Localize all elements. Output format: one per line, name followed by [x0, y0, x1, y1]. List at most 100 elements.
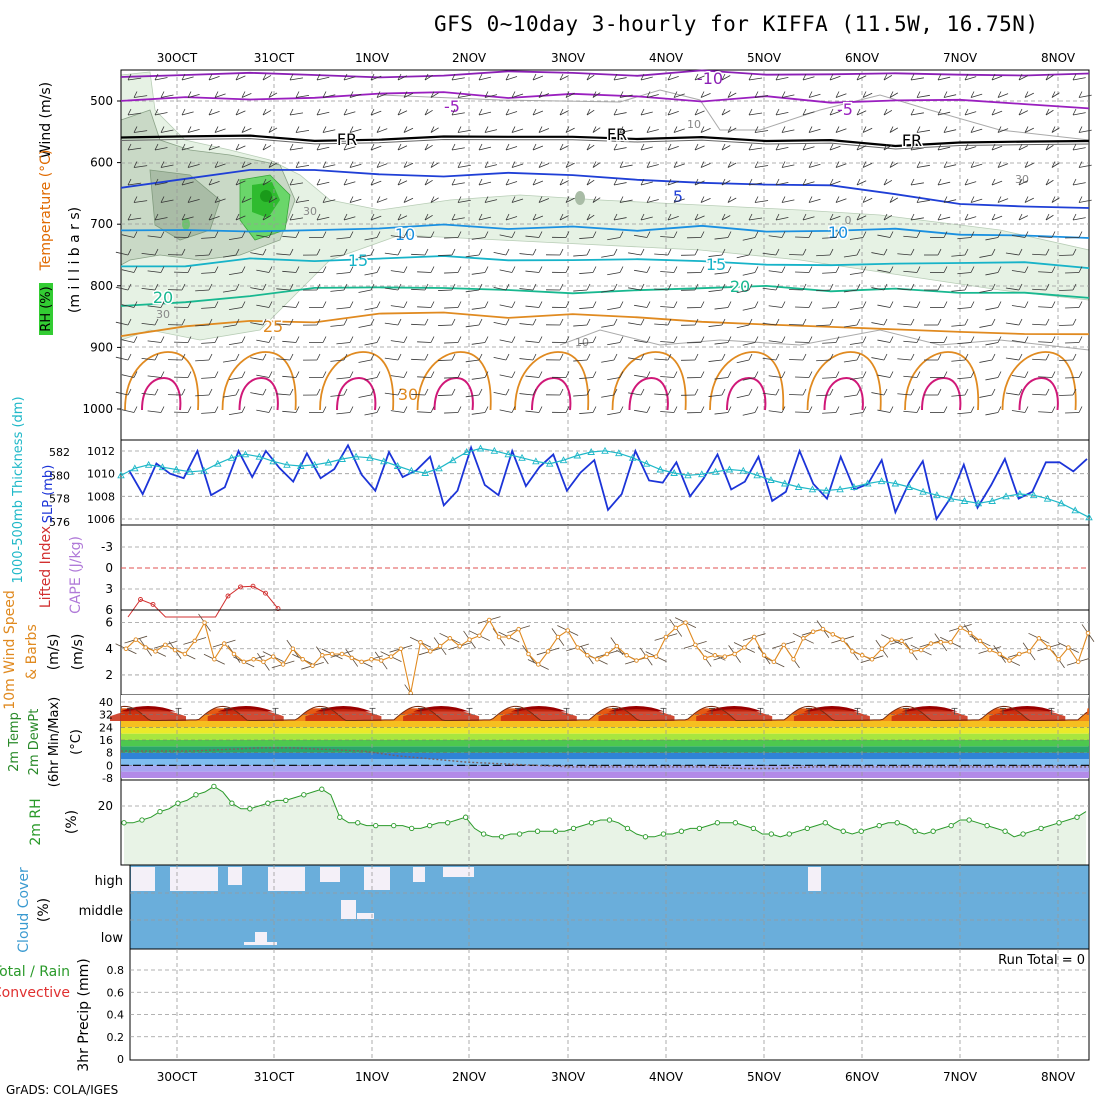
wind-barb [748, 77, 763, 81]
wind-barb-flag [673, 336, 678, 343]
wind-barb-flag [586, 318, 591, 326]
rh2m-marker [1074, 814, 1080, 820]
wind-barb-flag [160, 196, 165, 203]
wind-barb-flag [370, 283, 375, 291]
wind-barb [160, 199, 174, 203]
wind10m-marker [192, 638, 197, 644]
wind-barb [154, 112, 168, 116]
wind-barb [862, 92, 873, 98]
wind-barb-flag [727, 196, 732, 203]
wind-barb [411, 288, 426, 291]
thickness-marker [490, 446, 499, 454]
wind-barb-flag [1024, 336, 1029, 343]
wind-barb-flag [181, 73, 186, 81]
wind10m-marker [1046, 645, 1051, 650]
thickness-marker [573, 451, 582, 459]
axis-label-cape: CAPE (J/kg) [68, 536, 84, 614]
wind-barb [1072, 147, 1086, 151]
wind-barb-flag [289, 388, 294, 396]
wind-barb-flag [127, 283, 132, 291]
isotherm-35-loop [1018, 376, 1059, 411]
wind-barb-flag [1078, 231, 1083, 238]
wind-barb [222, 394, 237, 398]
wind-barb [607, 377, 621, 381]
wind-barb [579, 237, 594, 239]
wind-barb [370, 215, 382, 221]
wind-barb [835, 93, 847, 98]
wind-barb-flag [316, 178, 321, 186]
wind-barb-flag [343, 353, 348, 361]
wind-barb-flag [154, 108, 159, 116]
wind-barb-flag [775, 283, 780, 291]
thickness-marker [946, 494, 955, 502]
wind-barb-flag [916, 336, 921, 343]
wind-barb [736, 289, 750, 294]
date-label-bottom: 7NOV [943, 1070, 978, 1084]
wind10m-marker [359, 659, 364, 665]
wind-barb [295, 95, 310, 98]
wind-barb-flag [565, 196, 570, 203]
cloud-gap [357, 913, 374, 919]
thickness-line [120, 447, 1090, 518]
wind-barb-flag [133, 336, 138, 343]
wind-barb [654, 253, 669, 256]
wind-barb-flag [673, 406, 678, 413]
wind-barb [349, 128, 362, 133]
pressure-tick-label: 900 [90, 340, 113, 354]
wind-barb-flag [343, 108, 348, 116]
wind-barb [654, 358, 669, 361]
wind-barb [808, 93, 821, 98]
wind10m-marker [153, 649, 158, 654]
isotherm-label: 25 [263, 317, 283, 336]
wind-barb-flag [748, 248, 753, 256]
wind-barb-flag [916, 126, 921, 133]
wind-barb-flag [376, 196, 381, 203]
wind-barb [349, 198, 362, 203]
lifted-index-marker [150, 601, 156, 607]
wind-barb-flag [964, 353, 969, 361]
axis-label-barbs: (m/s) [46, 634, 62, 671]
axis-label-2m-temp: 2m Temp [7, 712, 22, 772]
wind-barb [843, 289, 858, 293]
wind-barb [121, 234, 135, 238]
wind-barb [1038, 376, 1053, 378]
wind-barb-flag [538, 91, 543, 98]
wind-barbs [115, 73, 1092, 416]
wind-barb [660, 341, 675, 343]
thickness-marker [698, 470, 706, 478]
wind-barb [457, 164, 471, 168]
wind-barb-flag [997, 266, 1002, 273]
wind-barb-flag [673, 371, 678, 378]
wind-barb-flag [343, 283, 348, 291]
wind-barb-flag [667, 178, 672, 186]
wind10m-marker [879, 646, 885, 652]
temp-tick-label: 8 [106, 747, 113, 760]
wind-barb-flag [619, 196, 624, 203]
wind-barb [538, 128, 550, 133]
wind-barb [601, 289, 615, 293]
thickness-marker [297, 462, 305, 469]
thickness-marker [711, 467, 720, 475]
wind-barb-flag [613, 283, 618, 291]
wind-barb-flag [775, 108, 780, 116]
wind-barb-flag [640, 108, 645, 116]
wind-barb [768, 270, 783, 273]
wind10m-marker [712, 653, 718, 658]
wind-barb [910, 77, 924, 81]
wind-barb [903, 270, 918, 273]
wind-barb-flag [208, 143, 213, 151]
wind-barb [775, 76, 789, 81]
wind10m-marker [1017, 651, 1022, 657]
wind-barb [1045, 144, 1054, 151]
wind-barb-flag [667, 318, 672, 326]
wind-barb [222, 289, 237, 293]
wind-barb [384, 322, 399, 326]
wind-barb-flag [640, 178, 645, 186]
wind-barb-flag [268, 196, 273, 203]
wind-barb-flag [721, 283, 726, 291]
isotherm-30-loop [709, 351, 785, 411]
wind-barb-flag [646, 161, 651, 168]
wind-barb-flag [694, 143, 699, 151]
wind-barb [877, 409, 891, 413]
wind-barb [871, 252, 885, 256]
